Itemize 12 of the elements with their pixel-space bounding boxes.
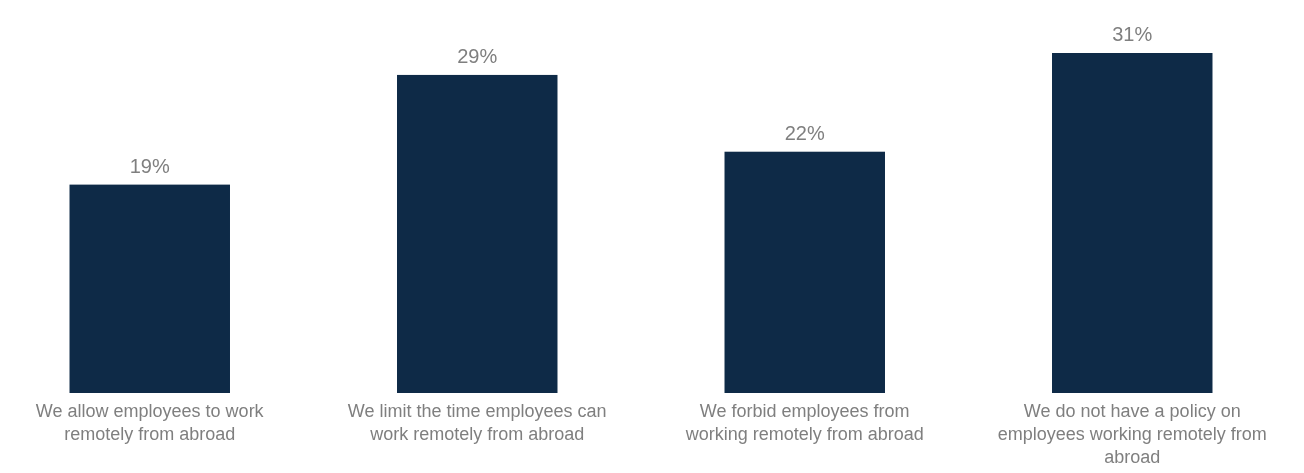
x-tick-label: We allow employees to work remotely from abroad bbox=[35, 401, 265, 444]
x-tick-label: We do not have a policy on employees working remotely from abroad bbox=[997, 401, 1267, 467]
bar bbox=[69, 184, 230, 393]
x-tick-label: We forbid employees from working remotely from abroad bbox=[684, 401, 924, 444]
x-tick-label: We limit the time employees can work remotely from abroad bbox=[347, 401, 607, 444]
data-label: 19% bbox=[129, 154, 170, 177]
data-label: 22% bbox=[784, 121, 825, 144]
bar bbox=[1052, 53, 1213, 393]
bar bbox=[397, 74, 558, 393]
data-label: 31% bbox=[1112, 23, 1153, 45]
data-label: 29% bbox=[457, 44, 498, 67]
bar bbox=[724, 151, 885, 393]
